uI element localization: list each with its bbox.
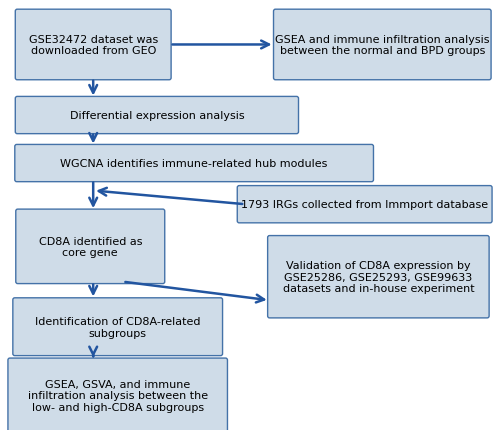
Text: CD8A identified as
core gene: CD8A identified as core gene	[38, 236, 142, 258]
FancyBboxPatch shape	[8, 358, 228, 430]
Text: GSEA, GSVA, and immune
infiltration analysis between the
low- and high-CD8A subg: GSEA, GSVA, and immune infiltration anal…	[28, 379, 208, 412]
FancyBboxPatch shape	[13, 298, 222, 356]
Text: GSE32472 dataset was
downloaded from GEO: GSE32472 dataset was downloaded from GEO	[28, 34, 158, 56]
Text: WGCNA identifies immune-related hub modules: WGCNA identifies immune-related hub modu…	[60, 159, 328, 169]
Text: GSEA and immune infiltration analysis
between the normal and BPD groups: GSEA and immune infiltration analysis be…	[275, 34, 490, 56]
FancyBboxPatch shape	[16, 97, 298, 134]
Text: Identification of CD8A-related
subgroups: Identification of CD8A-related subgroups	[35, 316, 200, 338]
FancyBboxPatch shape	[15, 145, 374, 182]
FancyBboxPatch shape	[16, 10, 171, 80]
FancyBboxPatch shape	[16, 209, 165, 284]
FancyBboxPatch shape	[238, 186, 492, 223]
Text: 1793 IRGs collected from Immport database: 1793 IRGs collected from Immport databas…	[241, 200, 488, 210]
Text: Validation of CD8A expression by
GSE25286, GSE25293, GSE99633
datasets and in-ho: Validation of CD8A expression by GSE2528…	[282, 261, 474, 294]
FancyBboxPatch shape	[274, 10, 491, 80]
FancyBboxPatch shape	[268, 236, 489, 318]
Text: Differential expression analysis: Differential expression analysis	[70, 111, 244, 121]
